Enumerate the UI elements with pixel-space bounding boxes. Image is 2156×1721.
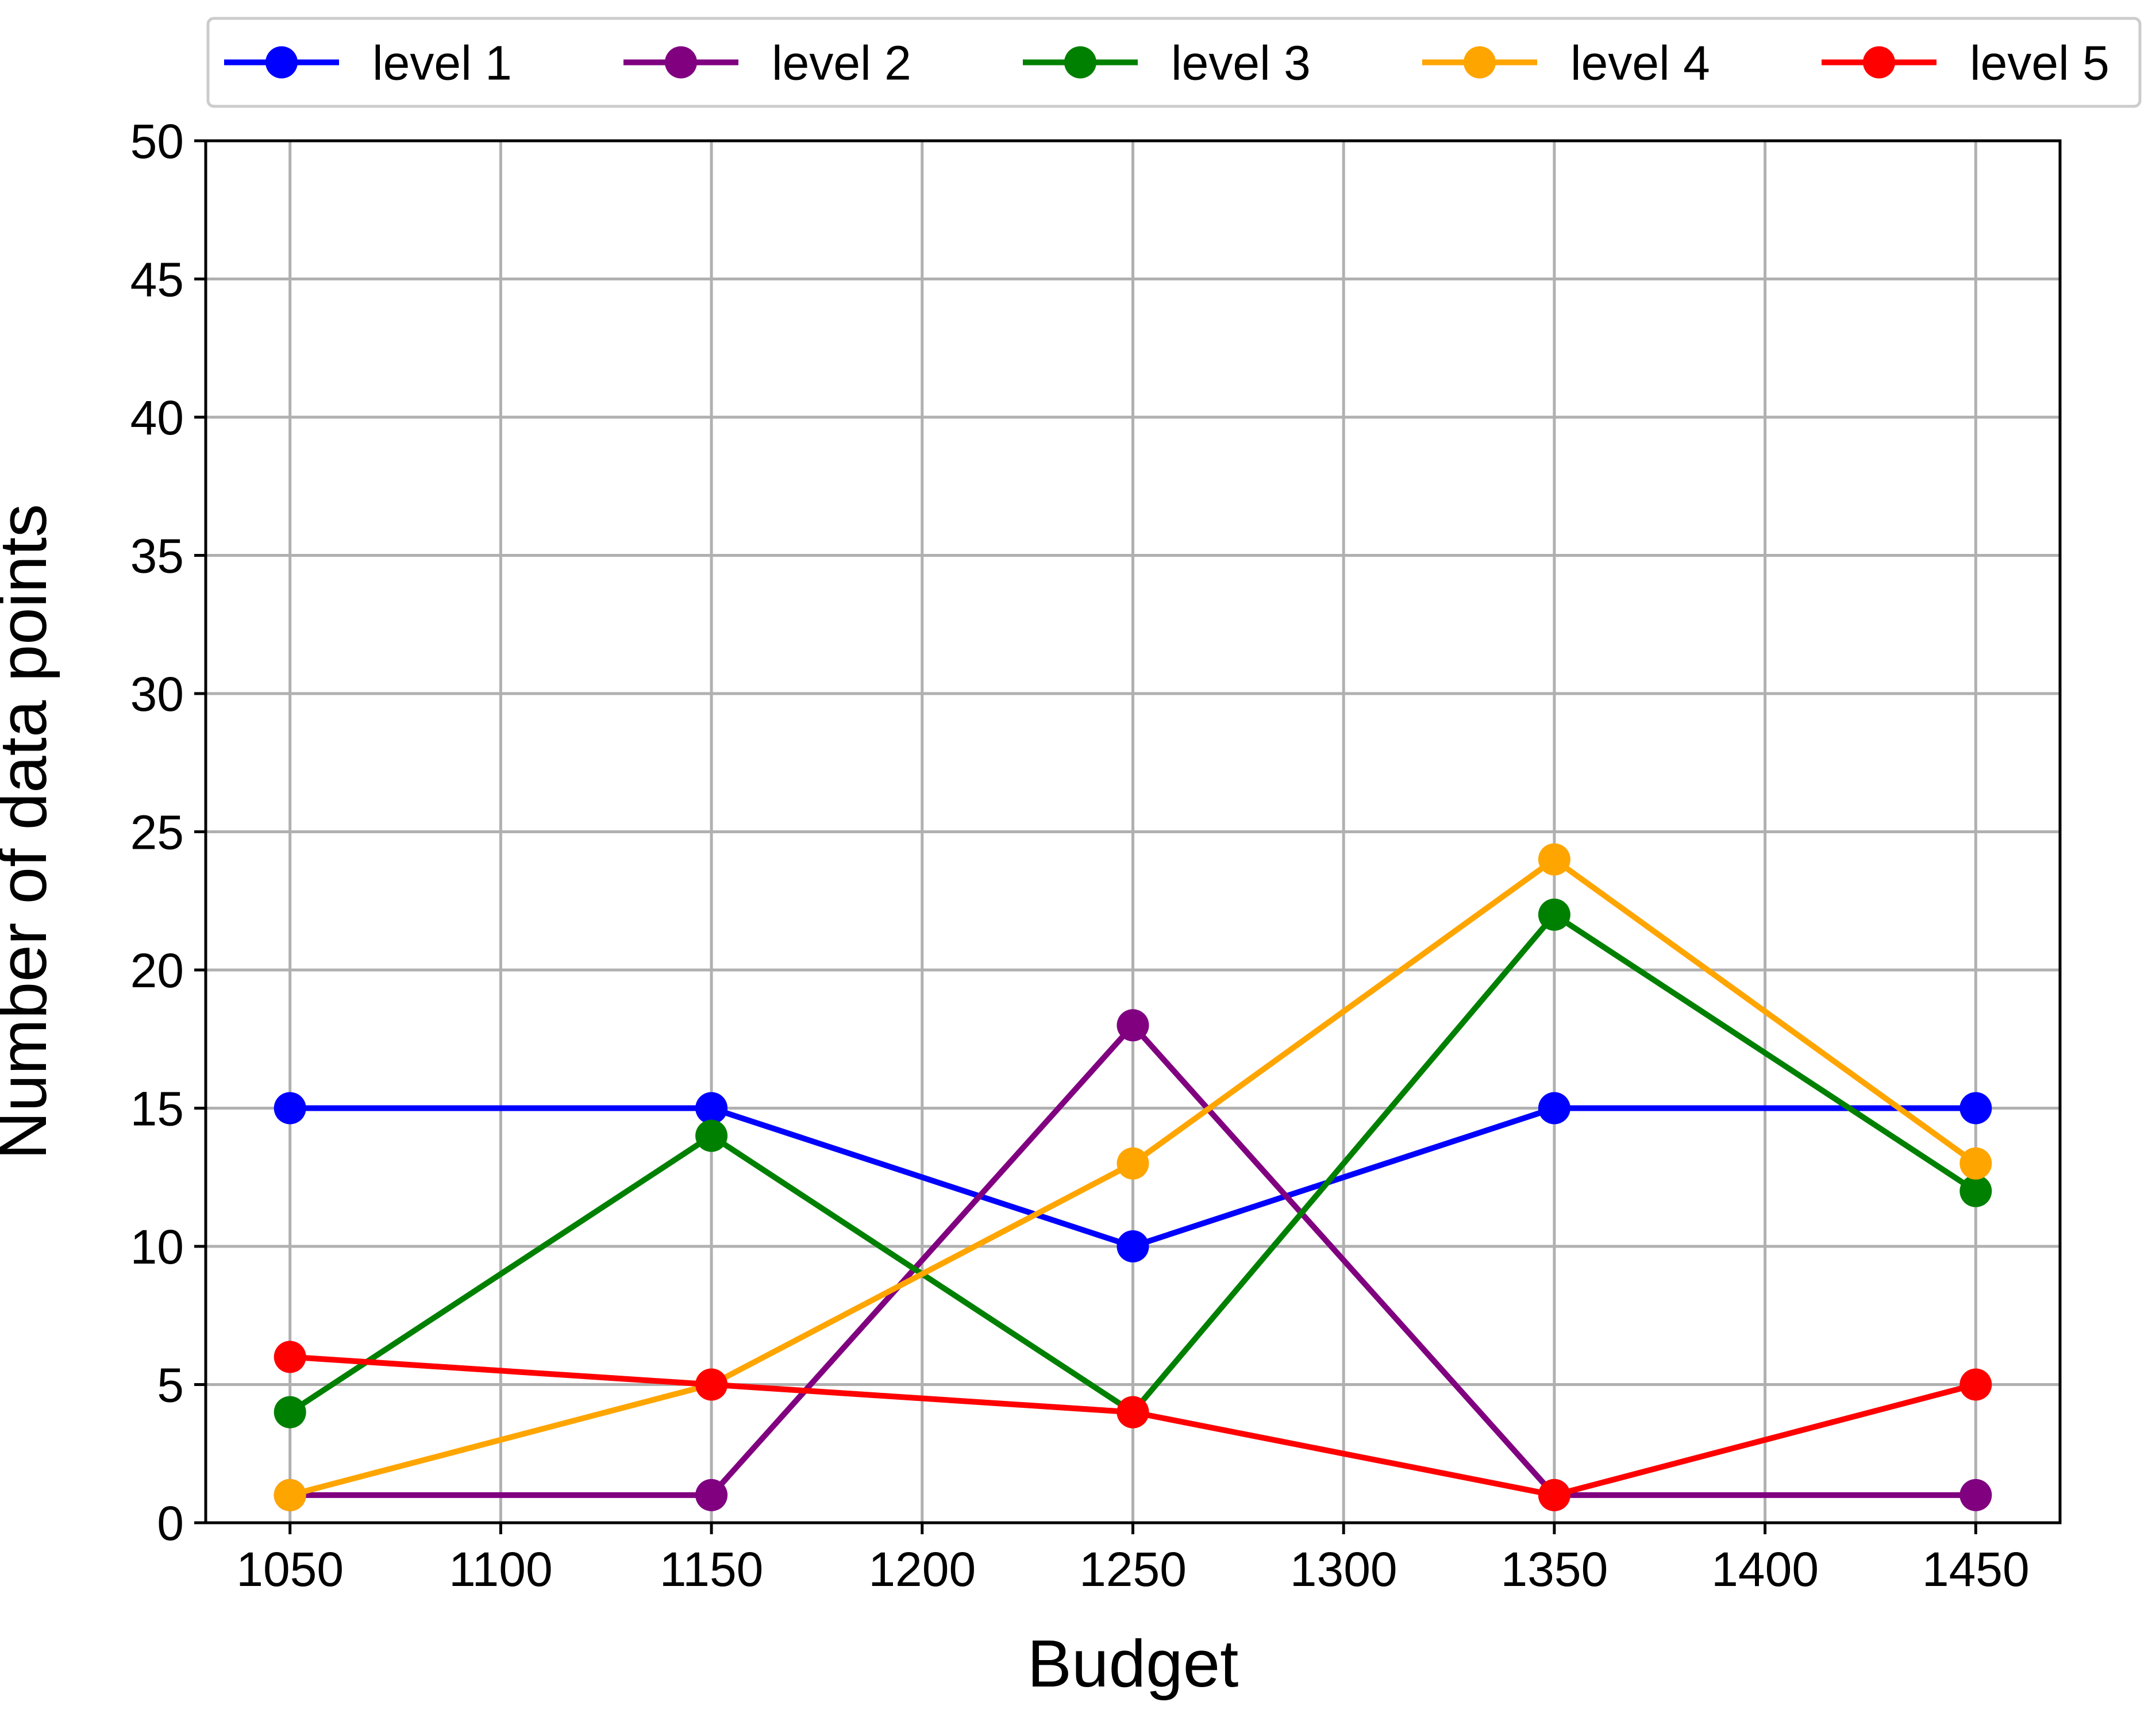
y-tick-label: 5 <box>157 1358 184 1412</box>
y-tick-label: 45 <box>130 253 184 307</box>
data-point <box>1116 1147 1149 1180</box>
data-point <box>695 1092 728 1125</box>
x-axis: 1050 1100 1150 1200 1250 1300 1350 1400 1450 <box>236 1523 2030 1596</box>
y-tick-label: 20 <box>130 944 184 998</box>
data-point <box>274 1092 306 1125</box>
legend-label: level 2 <box>772 36 911 90</box>
legend-item: level 1 <box>224 36 512 90</box>
data-point <box>1959 1479 1992 1511</box>
data-point <box>1116 1230 1149 1262</box>
legend-marker <box>1464 46 1496 79</box>
series-1 <box>274 1092 1992 1262</box>
legend-item: level 2 <box>623 36 911 90</box>
x-axis-label: Budget <box>1027 1626 1239 1701</box>
data-point <box>1116 1396 1149 1429</box>
x-tick-label: 1300 <box>1290 1542 1397 1596</box>
y-tick-label: 40 <box>130 391 184 445</box>
x-tick-label: 1050 <box>236 1542 344 1596</box>
legend-box <box>206 17 2142 108</box>
legend-item: level 5 <box>1822 36 2109 90</box>
y-tick-label: 25 <box>130 806 184 860</box>
y-tick-label: 30 <box>130 667 184 721</box>
data-point <box>274 1479 306 1511</box>
data-point <box>1538 1479 1570 1511</box>
data-point <box>1959 1147 1992 1180</box>
x-tick-label: 1150 <box>660 1542 764 1596</box>
y-axis-label: Number of data points <box>0 504 60 1160</box>
legend-label: level 3 <box>1171 36 1311 90</box>
x-tick-label: 1250 <box>1079 1542 1187 1596</box>
data-point <box>274 1396 306 1429</box>
legend-label: level 4 <box>1570 36 1710 90</box>
legend-label: level 1 <box>372 36 512 90</box>
data-point <box>1959 1175 1992 1207</box>
data-point <box>695 1479 728 1511</box>
legend-marker <box>1863 46 1895 79</box>
x-tick-label: 1200 <box>868 1542 976 1596</box>
y-tick-label: 35 <box>130 529 184 583</box>
y-axis: 0 5 10 15 20 25 30 35 40 45 50 <box>130 114 206 1550</box>
data-point <box>1538 1092 1570 1125</box>
y-tick-label: 50 <box>130 114 184 168</box>
legend-marker <box>665 46 697 79</box>
legend-item: level 4 <box>1422 36 1710 90</box>
data-point <box>1538 898 1570 931</box>
legend-marker <box>265 46 298 79</box>
x-tick-label: 1400 <box>1711 1542 1819 1596</box>
data-point <box>695 1119 728 1152</box>
y-tick-label: 0 <box>157 1496 184 1550</box>
data-point <box>1538 843 1570 876</box>
data-point <box>274 1341 306 1373</box>
y-tick-label: 10 <box>130 1220 184 1274</box>
y-tick-label: 15 <box>130 1082 184 1136</box>
data-point <box>1959 1368 1992 1401</box>
legend: level 1 level 2 level 3 level 4 level 5 <box>206 17 2142 108</box>
data-point <box>695 1368 728 1401</box>
x-tick-label: 1450 <box>1922 1542 2030 1596</box>
x-tick-label: 1100 <box>449 1542 553 1596</box>
data-point <box>1116 1009 1149 1042</box>
series-layer <box>274 843 1992 1511</box>
x-tick-label: 1350 <box>1500 1542 1608 1596</box>
series-5 <box>274 1341 1992 1511</box>
legend-item: level 3 <box>1023 36 1311 90</box>
legend-label: level 5 <box>1970 36 2109 90</box>
data-point <box>1959 1092 1992 1125</box>
legend-marker <box>1064 46 1096 79</box>
